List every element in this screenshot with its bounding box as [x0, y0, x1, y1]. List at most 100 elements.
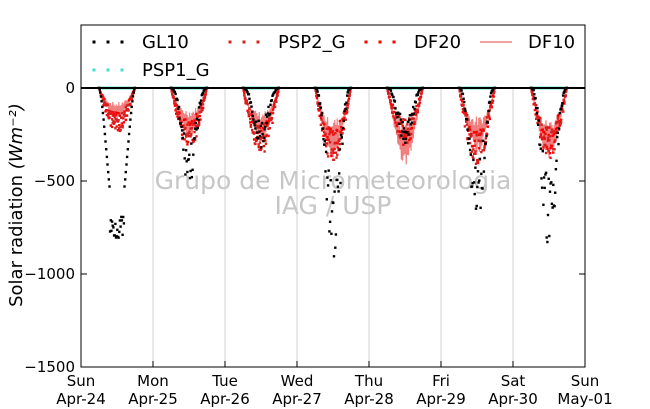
data-point — [472, 148, 475, 151]
data-point — [198, 114, 201, 118]
data-point — [261, 132, 264, 136]
data-point — [123, 185, 126, 188]
data-point — [98, 88, 101, 91]
data-point — [269, 118, 273, 122]
data-point — [175, 112, 178, 115]
data-point — [480, 172, 483, 175]
data-point — [268, 120, 271, 123]
data-point — [349, 89, 352, 92]
data-point — [201, 103, 205, 106]
data-point — [343, 116, 346, 120]
data-point — [115, 125, 118, 128]
data-point — [492, 95, 495, 98]
data-point — [328, 133, 331, 136]
data-point — [479, 140, 482, 143]
data-point — [473, 192, 476, 196]
data-point — [330, 152, 333, 155]
data-point — [243, 91, 246, 95]
data-point — [173, 102, 176, 105]
data-point — [533, 102, 536, 106]
data-point — [479, 206, 482, 209]
data-point — [188, 130, 191, 134]
data-point — [337, 139, 340, 142]
data-point — [273, 90, 277, 94]
data-point — [128, 125, 131, 128]
data-point — [115, 118, 118, 121]
data-point — [178, 116, 181, 119]
data-point — [395, 123, 398, 127]
data-point — [470, 185, 474, 188]
data-point — [534, 97, 537, 100]
data-point — [249, 117, 252, 121]
data-point — [258, 141, 262, 144]
watermark-line-1: Grupo de Micrometeorologia — [155, 166, 512, 195]
data-point — [478, 157, 482, 161]
data-point — [554, 139, 557, 142]
data-point — [487, 115, 491, 118]
data-point — [338, 142, 342, 146]
data-point — [544, 151, 548, 155]
data-point — [188, 153, 191, 156]
data-point — [175, 111, 179, 114]
data-point — [485, 133, 489, 136]
data-point — [399, 120, 402, 124]
data-point — [315, 88, 319, 91]
x-tick-label-date: Apr-30 — [488, 390, 538, 408]
data-point — [274, 89, 277, 92]
data-point — [393, 100, 397, 103]
data-point — [269, 103, 272, 106]
data-point — [258, 136, 261, 140]
data-point — [480, 132, 483, 135]
data-point — [328, 128, 331, 131]
data-point — [252, 118, 255, 121]
data-point — [175, 104, 179, 107]
data-point — [103, 125, 106, 128]
data-point — [248, 107, 251, 110]
data-point — [251, 110, 254, 114]
data-point — [474, 207, 478, 210]
data-point — [131, 95, 135, 98]
data-point — [114, 127, 117, 130]
data-point — [337, 190, 340, 193]
data-point — [260, 121, 264, 125]
data-point — [544, 132, 547, 136]
data-point — [194, 124, 198, 128]
data-point — [557, 142, 560, 146]
data-point — [132, 91, 135, 94]
data-point — [194, 118, 198, 121]
data-point — [535, 117, 538, 120]
data-point — [413, 111, 417, 115]
data-point — [476, 159, 480, 162]
data-point — [129, 118, 132, 121]
data-point — [133, 88, 136, 91]
data-point — [467, 118, 470, 121]
data-point — [110, 229, 113, 232]
data-point — [462, 103, 465, 107]
data-point — [537, 123, 540, 126]
data-point — [129, 111, 133, 115]
data-point — [470, 132, 473, 136]
data-point — [317, 94, 321, 97]
data-point — [180, 125, 183, 129]
data-point — [203, 96, 207, 99]
data-point — [560, 104, 563, 107]
data-point — [550, 181, 553, 184]
data-point — [336, 153, 339, 157]
data-point — [477, 139, 480, 142]
data-point — [552, 130, 556, 133]
data-point — [565, 89, 568, 92]
data-point — [476, 170, 480, 173]
data-point — [203, 98, 206, 101]
data-point — [124, 114, 127, 118]
data-point — [338, 119, 342, 123]
data-point — [348, 92, 351, 95]
data-point — [552, 183, 555, 187]
data-point — [271, 121, 274, 124]
data-point — [546, 147, 549, 151]
data-point — [465, 112, 468, 115]
data-point — [561, 102, 564, 105]
data-point — [118, 114, 122, 117]
legend-swatch — [256, 40, 260, 44]
data-point — [319, 123, 323, 126]
